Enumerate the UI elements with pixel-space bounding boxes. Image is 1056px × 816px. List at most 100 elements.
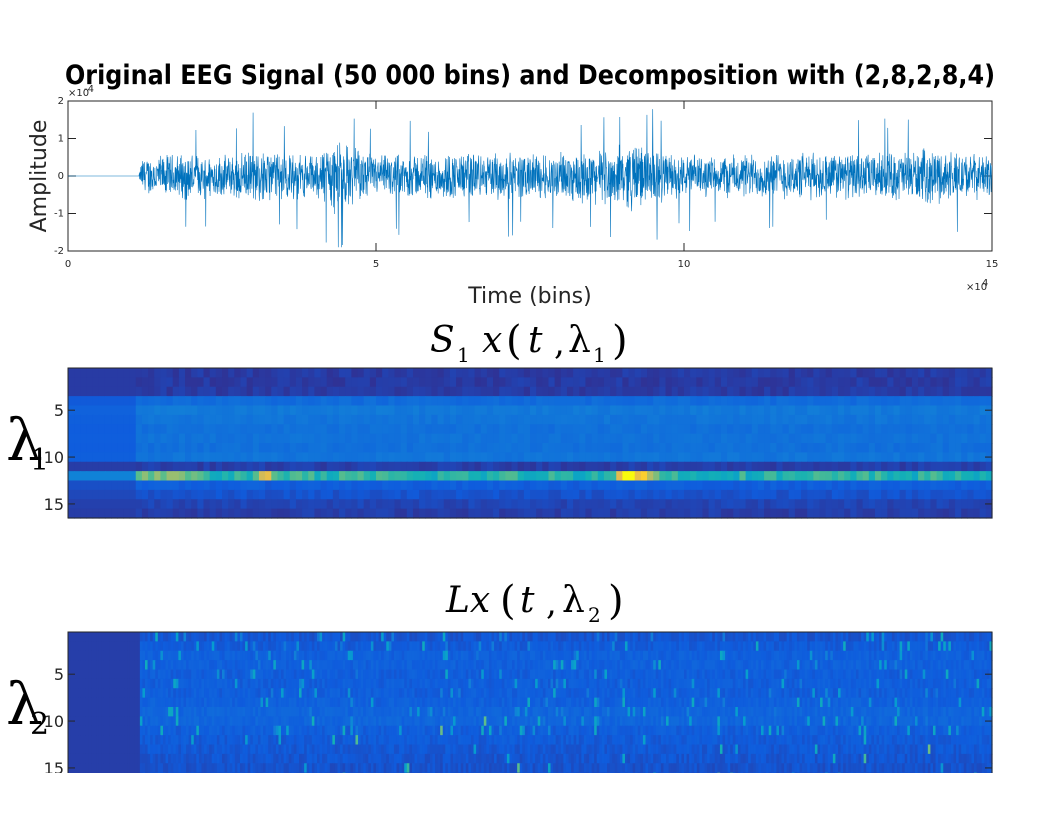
heatmap-cell xyxy=(671,414,679,425)
heatmap-cell xyxy=(948,461,956,472)
heatmap-cell xyxy=(162,660,167,671)
heatmap-cell xyxy=(776,433,784,444)
heatmap-cell xyxy=(302,489,309,500)
heatmap-cell xyxy=(178,480,186,491)
heatmap-cell xyxy=(458,678,462,689)
heatmap-cell xyxy=(186,688,190,699)
heatmap-cell xyxy=(831,368,839,378)
heatmap-cell xyxy=(745,368,753,378)
heatmap-cell xyxy=(496,678,500,689)
heatmap-cell xyxy=(465,678,469,689)
heatmap-cell xyxy=(350,678,354,689)
heatmap-cell xyxy=(645,650,649,661)
heatmap-cell xyxy=(789,650,793,661)
heatmap-cell xyxy=(172,489,180,500)
heatmap-cell xyxy=(948,660,952,671)
heatmap-cell xyxy=(542,499,550,510)
heatmap-cell xyxy=(709,669,713,680)
heatmap-cell xyxy=(96,650,100,661)
heatmap-cell xyxy=(874,499,882,510)
heatmap-cell xyxy=(201,660,205,671)
heatmap-cell xyxy=(820,688,824,699)
heatmap-cell xyxy=(874,424,882,435)
heatmap-cell xyxy=(319,660,323,671)
heatmap-cell xyxy=(550,650,554,661)
heatmap-cell xyxy=(319,669,323,680)
heatmap-cell xyxy=(770,377,777,388)
heatmap-cell xyxy=(536,461,543,472)
heatmap-cell xyxy=(838,471,845,482)
heatmap-cell xyxy=(493,480,500,491)
heatmap-cell xyxy=(935,688,939,699)
heatmap-cell xyxy=(483,641,487,652)
heatmap-cell xyxy=(352,660,357,671)
heatmap-cell xyxy=(776,688,780,699)
heatmap-cell xyxy=(458,688,462,699)
heatmap-cell xyxy=(804,688,808,699)
heatmap-cell xyxy=(215,424,223,435)
heatmap-cell xyxy=(511,368,519,378)
heatmap-cell xyxy=(924,452,931,463)
heatmap-cell xyxy=(840,641,844,652)
heatmap-cell xyxy=(393,688,398,699)
heatmap-cell xyxy=(523,405,531,416)
heatmap-cell xyxy=(505,499,513,510)
heatmap-cell xyxy=(671,443,679,453)
heatmap-cell xyxy=(862,489,870,500)
heatmap-cell xyxy=(813,443,821,453)
heatmap-cell xyxy=(640,480,648,491)
heatmap-cell xyxy=(961,489,968,500)
heatmap-cell xyxy=(573,678,577,689)
heatmap-cell xyxy=(68,508,75,519)
heatmap-cell xyxy=(601,660,606,671)
heatmap-cell xyxy=(188,650,192,661)
heatmap-cell xyxy=(720,424,728,435)
heatmap-cell xyxy=(260,678,264,689)
heatmap-cell xyxy=(512,641,516,652)
heatmap-cell xyxy=(514,660,518,671)
heatmap-cell xyxy=(893,368,901,378)
heatmap-cell xyxy=(665,471,673,482)
heatmap-cell xyxy=(376,443,383,453)
heatmap-cell xyxy=(594,632,598,642)
heatmap-cell xyxy=(70,641,74,652)
heatmap-cell xyxy=(985,377,993,388)
heatmap-cell xyxy=(945,641,949,652)
heatmap-cell xyxy=(630,688,634,699)
heatmap-cell xyxy=(309,650,313,661)
heatmap-cell xyxy=(817,650,821,661)
heatmap-cell xyxy=(191,678,195,689)
heatmap-cell xyxy=(578,678,582,689)
heatmap-cell xyxy=(376,414,383,425)
heatmap-cell xyxy=(961,669,965,680)
heatmap-cell xyxy=(776,508,784,519)
heatmap-cell xyxy=(70,632,74,642)
heatmap-cell xyxy=(400,471,408,482)
heatmap-cell xyxy=(455,669,459,680)
heatmap-cell xyxy=(645,678,649,689)
heatmap-cell xyxy=(437,632,441,642)
heatmap-cell xyxy=(257,688,262,699)
heatmap-cell xyxy=(322,641,326,652)
heatmap-cell xyxy=(862,414,870,425)
heatmap-cell xyxy=(491,632,495,642)
heatmap-cell xyxy=(480,443,488,453)
s1-title-main: S xyxy=(430,320,455,361)
heatmap-cell xyxy=(527,669,531,680)
heatmap-cell xyxy=(579,452,587,463)
heatmap-cell xyxy=(560,424,568,435)
heatmap-cell xyxy=(480,499,488,510)
heatmap-cell xyxy=(873,678,878,689)
heatmap-cell xyxy=(973,386,981,397)
heatmap-cell xyxy=(548,480,556,491)
heatmap-cell xyxy=(228,452,235,463)
heatmap-cell xyxy=(73,641,77,652)
heatmap-cell xyxy=(653,678,657,689)
heatmap-cell xyxy=(417,660,421,671)
heatmap-cell xyxy=(185,414,192,425)
heatmap-cell xyxy=(396,660,400,671)
heatmap-cell xyxy=(825,377,833,388)
heatmap-cell xyxy=(893,471,901,482)
heatmap-cell xyxy=(456,386,463,397)
s1-heatmap-frame xyxy=(67,367,993,519)
